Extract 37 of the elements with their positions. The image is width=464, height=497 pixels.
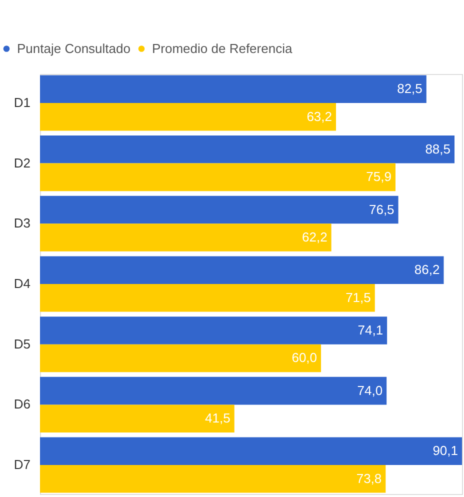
bar: [40, 196, 398, 224]
bar: [40, 224, 332, 252]
data-label: 90,1: [432, 443, 458, 458]
bar: [40, 316, 388, 344]
data-label: 86,2: [414, 262, 440, 278]
y-tick-label: D6: [14, 396, 30, 412]
data-label: 71,5: [346, 290, 371, 305]
y-tick-label: D1: [14, 94, 30, 110]
data-label: 82,5: [397, 81, 422, 96]
y-tick-label: D4: [14, 276, 30, 291]
bar: [40, 102, 336, 131]
data-label: 41,5: [205, 410, 230, 426]
data-label: 76,5: [368, 202, 394, 217]
bar: [40, 376, 387, 405]
data-label: 73,8: [356, 470, 382, 486]
y-tick-label: D3: [14, 216, 30, 231]
legend-label: Puntaje Consultado: [17, 40, 130, 56]
bar: [40, 284, 375, 312]
data-label: 60,0: [292, 350, 318, 366]
data-label: 88,5: [425, 141, 451, 156]
data-label: 62,2: [302, 230, 328, 245]
data-label: 74,1: [358, 322, 384, 338]
y-tick-label: D5: [14, 336, 30, 352]
bar: [40, 437, 462, 466]
bar: [40, 136, 455, 164]
bar: [40, 344, 322, 372]
bar: [40, 256, 444, 284]
y-tick-label: D7: [14, 457, 30, 472]
bar: [40, 163, 396, 192]
bar: [40, 465, 386, 493]
data-label: 63,2: [306, 108, 332, 124]
data-label: 75,9: [366, 169, 392, 184]
bar: [40, 75, 426, 103]
data-label: 74,0: [357, 382, 383, 398]
bar: [40, 404, 234, 432]
legend-label: Promedio de Referencia: [152, 40, 293, 56]
y-tick-label: D2: [14, 155, 30, 170]
